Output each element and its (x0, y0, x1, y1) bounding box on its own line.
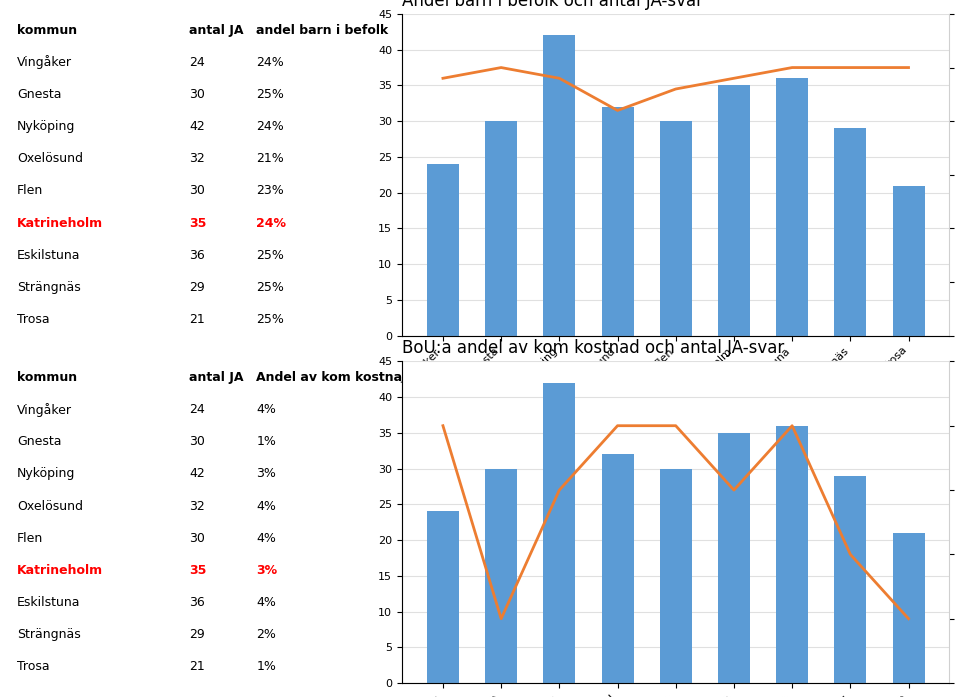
Text: Strängnäs: Strängnäs (17, 281, 81, 294)
Text: kommun: kommun (17, 24, 77, 36)
Text: 30: 30 (189, 436, 205, 448)
Text: 42: 42 (189, 468, 205, 480)
Text: 25%: 25% (256, 281, 284, 294)
Text: 23%: 23% (256, 185, 284, 197)
Text: Trosa: Trosa (17, 661, 50, 673)
Text: 29: 29 (189, 628, 205, 641)
Text: kommun: kommun (17, 371, 77, 384)
Bar (718, 86, 750, 336)
Bar (776, 78, 808, 336)
Text: 29: 29 (189, 281, 205, 294)
Text: BoU:a andel av kom kostnad och antal JA-svar: BoU:a andel av kom kostnad och antal JA-… (402, 339, 784, 357)
Text: 30: 30 (189, 532, 205, 545)
Text: Trosa: Trosa (17, 313, 50, 326)
Text: Andel av kom kostnad: Andel av kom kostnad (256, 371, 411, 384)
Text: 4%: 4% (256, 596, 276, 609)
Text: 21%: 21% (256, 152, 284, 165)
Text: Vingåker: Vingåker (17, 403, 72, 417)
Bar (893, 533, 924, 683)
Bar (601, 454, 634, 683)
Text: 30: 30 (189, 88, 205, 101)
Text: 24: 24 (189, 56, 205, 69)
Text: 21: 21 (189, 661, 205, 673)
Text: 24: 24 (189, 403, 205, 416)
Text: 35: 35 (189, 564, 206, 577)
Text: 4%: 4% (256, 403, 276, 416)
Text: 36: 36 (189, 596, 205, 609)
Bar (485, 468, 517, 683)
Text: 30: 30 (189, 185, 205, 197)
Text: Flen: Flen (17, 532, 43, 545)
Text: Nyköping: Nyköping (17, 120, 76, 133)
Text: Oxelösund: Oxelösund (17, 500, 83, 512)
Text: Katrineholm: Katrineholm (17, 217, 104, 229)
Text: Strängnäs: Strängnäs (17, 628, 81, 641)
Bar (776, 426, 808, 683)
Bar (660, 468, 691, 683)
Bar (718, 433, 750, 683)
Bar (544, 383, 575, 683)
Bar (427, 512, 459, 683)
Text: 25%: 25% (256, 88, 284, 101)
Text: Oxelösund: Oxelösund (17, 152, 83, 165)
Text: 3%: 3% (256, 564, 277, 577)
Bar (834, 128, 866, 336)
Bar (601, 107, 634, 336)
Text: 32: 32 (189, 500, 205, 512)
Text: 25%: 25% (256, 249, 284, 261)
Bar (427, 164, 459, 336)
Text: 35: 35 (189, 217, 206, 229)
Legend: antal  JA, andel barn i befolk: antal JA, andel barn i befolk (539, 474, 812, 497)
Text: Gnesta: Gnesta (17, 88, 61, 101)
Text: Flen: Flen (17, 185, 43, 197)
Text: 3%: 3% (256, 468, 276, 480)
Text: 36: 36 (189, 249, 205, 261)
Text: 24%: 24% (256, 217, 287, 229)
Text: 4%: 4% (256, 532, 276, 545)
Bar (544, 36, 575, 336)
Text: 32: 32 (189, 152, 205, 165)
Text: Eskilstuna: Eskilstuna (17, 596, 81, 609)
Text: 21: 21 (189, 313, 205, 326)
Text: 4%: 4% (256, 500, 276, 512)
Text: andel barn i befolk: andel barn i befolk (256, 24, 388, 36)
Text: Nyköping: Nyköping (17, 468, 76, 480)
Text: 25%: 25% (256, 313, 284, 326)
Text: 1%: 1% (256, 436, 276, 448)
Text: Katrineholm: Katrineholm (17, 564, 104, 577)
Text: 24%: 24% (256, 120, 284, 133)
Text: Gnesta: Gnesta (17, 436, 61, 448)
Text: antal JA: antal JA (189, 371, 244, 384)
Text: 1%: 1% (256, 661, 276, 673)
Text: Andel barn i befolk och antal JA-svar: Andel barn i befolk och antal JA-svar (402, 0, 703, 10)
Text: 24%: 24% (256, 56, 284, 69)
Text: antal JA: antal JA (189, 24, 244, 36)
Text: 42: 42 (189, 120, 205, 133)
Bar (485, 121, 517, 336)
Text: Eskilstuna: Eskilstuna (17, 249, 81, 261)
Bar (834, 476, 866, 683)
Bar (893, 185, 924, 336)
Text: 2%: 2% (256, 628, 276, 641)
Text: Vingåker: Vingåker (17, 55, 72, 69)
Bar (660, 121, 691, 336)
